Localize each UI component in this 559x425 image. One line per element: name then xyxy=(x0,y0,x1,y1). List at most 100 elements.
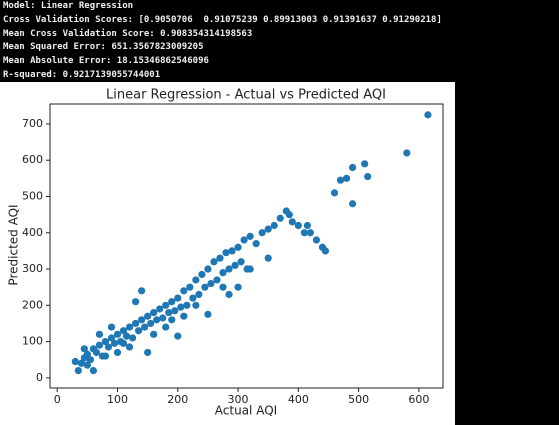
point xyxy=(330,189,339,197)
point xyxy=(210,258,218,266)
point xyxy=(240,236,248,244)
point xyxy=(237,258,245,266)
point xyxy=(77,359,85,367)
point xyxy=(288,218,296,226)
point xyxy=(131,319,140,328)
point xyxy=(264,225,272,233)
output-line: R-squared: 0.9217139055744001 xyxy=(3,69,161,80)
point xyxy=(104,343,113,351)
y-axis-label: Predicted AQI xyxy=(7,204,21,285)
point xyxy=(89,366,97,375)
point xyxy=(294,221,302,230)
point xyxy=(189,294,197,302)
point xyxy=(71,357,79,366)
point xyxy=(95,341,104,349)
axes-frame xyxy=(49,103,444,389)
output-line: Cross Validation Scores: [0.9050706 0.91… xyxy=(3,14,442,25)
point xyxy=(119,339,128,347)
point xyxy=(306,229,314,237)
point xyxy=(135,327,143,335)
chart: Linear Regression - Actual vs Predicted … xyxy=(0,82,455,425)
y-tick-label: 700 xyxy=(22,117,43,130)
point xyxy=(186,283,194,291)
point xyxy=(110,339,119,347)
point xyxy=(312,236,321,244)
x-tick-label: 600 xyxy=(408,393,429,406)
point xyxy=(144,348,152,357)
point xyxy=(162,323,170,331)
point xyxy=(213,276,221,284)
console-output: Model: Linear Regression Cross Validation… xyxy=(3,0,553,83)
x-tick-label: 200 xyxy=(167,393,188,406)
point xyxy=(101,337,110,346)
output-line: Model: Linear Regression xyxy=(3,1,134,11)
point xyxy=(125,323,134,331)
x-tick-label: 400 xyxy=(288,393,309,406)
point xyxy=(336,176,345,184)
point xyxy=(165,308,173,317)
point xyxy=(222,249,230,257)
point xyxy=(83,350,91,358)
point xyxy=(141,323,149,331)
point xyxy=(216,254,224,262)
point xyxy=(153,316,161,324)
y-tick-label: 400 xyxy=(22,226,43,239)
y-tick-label: 100 xyxy=(22,335,43,348)
point xyxy=(156,305,164,313)
point xyxy=(361,160,369,168)
point xyxy=(204,265,212,273)
point xyxy=(192,276,200,284)
point xyxy=(225,265,233,273)
point xyxy=(364,172,372,181)
chart-title: Linear Regression - Actual vs Predicted … xyxy=(106,88,386,103)
point xyxy=(264,254,272,262)
point xyxy=(195,290,203,299)
point xyxy=(228,247,236,255)
x-tick-label: 100 xyxy=(107,393,128,406)
point xyxy=(219,283,227,291)
point xyxy=(219,269,227,277)
x-tick-label: 0 xyxy=(54,393,61,406)
point xyxy=(138,287,146,295)
point xyxy=(101,352,110,360)
point xyxy=(174,294,182,302)
point xyxy=(138,316,146,324)
point xyxy=(174,332,182,340)
output-line: Mean Absolute Error: 18.15346862546096 xyxy=(3,56,209,67)
point xyxy=(131,298,140,306)
y-tick-label: 300 xyxy=(22,262,43,275)
point xyxy=(252,240,260,248)
y-tick-label: 600 xyxy=(22,153,43,166)
point xyxy=(180,287,188,295)
point xyxy=(150,308,158,317)
point xyxy=(303,221,311,230)
point xyxy=(207,279,215,288)
point xyxy=(180,312,188,320)
point xyxy=(204,310,212,318)
point xyxy=(125,343,134,351)
point xyxy=(147,319,155,328)
point xyxy=(113,348,122,357)
point xyxy=(285,211,293,219)
output-line: Mean Squared Error: 651.3567823009205 xyxy=(3,42,204,53)
point xyxy=(74,366,82,375)
x-tick-label: 500 xyxy=(348,393,369,406)
point xyxy=(119,327,128,335)
point xyxy=(201,283,209,291)
point xyxy=(168,316,176,324)
point xyxy=(270,221,278,230)
point xyxy=(234,243,242,251)
y-tick-label: 500 xyxy=(22,189,43,202)
point xyxy=(246,265,254,273)
point xyxy=(83,361,91,369)
point xyxy=(168,298,176,306)
point xyxy=(162,301,170,309)
point xyxy=(348,163,357,172)
point xyxy=(95,330,104,338)
x-axis-label: Actual AQI xyxy=(215,404,277,418)
point xyxy=(86,356,94,364)
point xyxy=(159,314,167,322)
point xyxy=(171,307,179,315)
point xyxy=(128,334,137,342)
point xyxy=(300,229,308,237)
